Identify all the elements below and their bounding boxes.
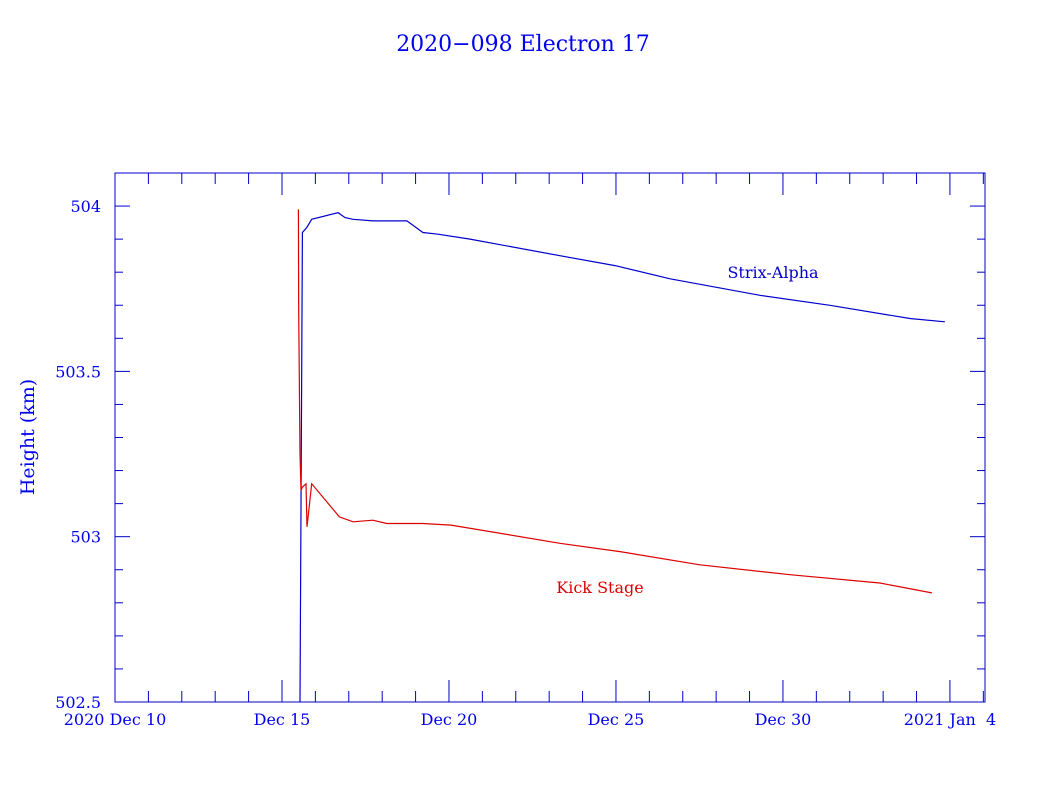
annotation-strix-alpha: Strix-Alpha [727,263,819,282]
y-tick-label: 503.5 [55,362,101,381]
series-line-kick-stage [297,209,933,594]
x-tick-label: 2020 Dec 10 [64,710,167,729]
plot-frame [114,172,986,703]
annotation-kick-stage: Kick Stage [556,578,643,597]
x-tick-label: Dec 30 [755,710,812,729]
y-axis-label: Height (km) [17,379,39,495]
y-tick-label: 504 [70,197,101,216]
series-line-strix-alpha [299,212,945,703]
chart-title: 2020−098 Electron 17 [396,32,650,57]
y-tick-label: 502.5 [55,693,101,712]
x-tick-label: Dec 25 [588,710,645,729]
y-tick-label: 503 [70,528,101,547]
x-tick-label: Dec 15 [254,710,311,729]
x-tick-label: 2021 Jan 4 [904,710,996,729]
x-tick-label: Dec 20 [421,710,478,729]
